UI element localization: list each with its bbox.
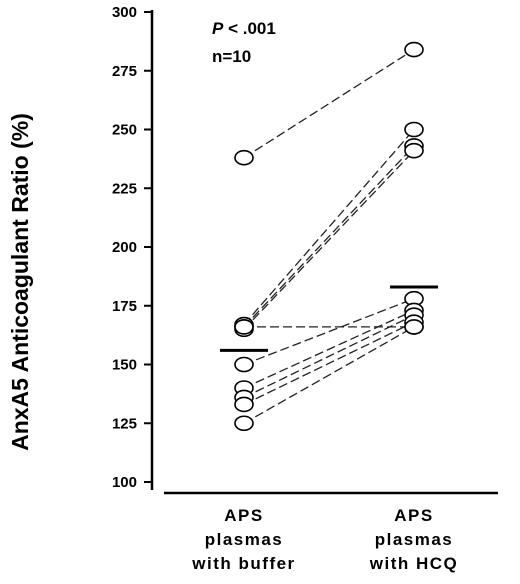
hcq-point	[404, 319, 424, 335]
pair-connector-line	[243, 298, 415, 366]
x-category-label-line: APS	[224, 506, 263, 525]
x-category-label-line: APS	[394, 506, 433, 525]
buffer-point	[234, 356, 254, 373]
buffer-point	[234, 319, 254, 335]
y-ticks: 100 125 150 175 200 225 250 275 300	[112, 4, 152, 491]
x-category-label-line: plasmas	[205, 530, 284, 549]
y-tick-label: 300	[112, 4, 137, 21]
n-annotation: n=10	[212, 47, 251, 66]
pair-connector-line	[243, 150, 415, 330]
x-category-label-line: with HCQ	[369, 554, 459, 573]
buffer-point	[234, 396, 254, 413]
y-tick-label: 275	[112, 63, 137, 80]
buffer-point	[234, 415, 254, 432]
hcq-point	[404, 41, 424, 58]
pair-connector-line	[243, 129, 415, 325]
y-tick-label: 175	[112, 298, 137, 315]
pair-connector-line	[243, 314, 415, 398]
pair-connector-line	[243, 145, 415, 328]
svg-text:P < .001: P < .001	[212, 19, 276, 38]
hcq-point	[404, 142, 424, 159]
buffer-point	[234, 149, 254, 166]
paired-series	[234, 41, 424, 432]
y-tick-label: 225	[112, 180, 137, 197]
y-tick-label: 100	[112, 474, 137, 491]
p-symbol: P	[212, 19, 224, 38]
y-tick-label: 250	[112, 122, 137, 139]
pair-connector-line	[243, 309, 415, 389]
hcq-point	[404, 121, 424, 138]
x-category-labels: APS plasmas with buffer APS plasmas with HCQ	[191, 506, 459, 573]
pair-connector-line	[243, 321, 415, 406]
p-value-text: < .001	[223, 19, 275, 38]
x-category-label-line: with buffer	[191, 554, 295, 573]
y-tick-label: 125	[112, 415, 137, 432]
y-axis-title: AnxA5 Anticoagulant Ratio (%)	[7, 113, 33, 451]
pair-connector-line	[243, 49, 415, 159]
y-tick-label: 200	[112, 239, 137, 256]
p-value-annotation: P < .001 n=10	[212, 19, 276, 66]
x-category-label-line: plasmas	[375, 530, 454, 549]
pair-connector-line	[243, 326, 415, 424]
mean-bars	[220, 285, 438, 352]
y-tick-label: 150	[112, 357, 137, 374]
